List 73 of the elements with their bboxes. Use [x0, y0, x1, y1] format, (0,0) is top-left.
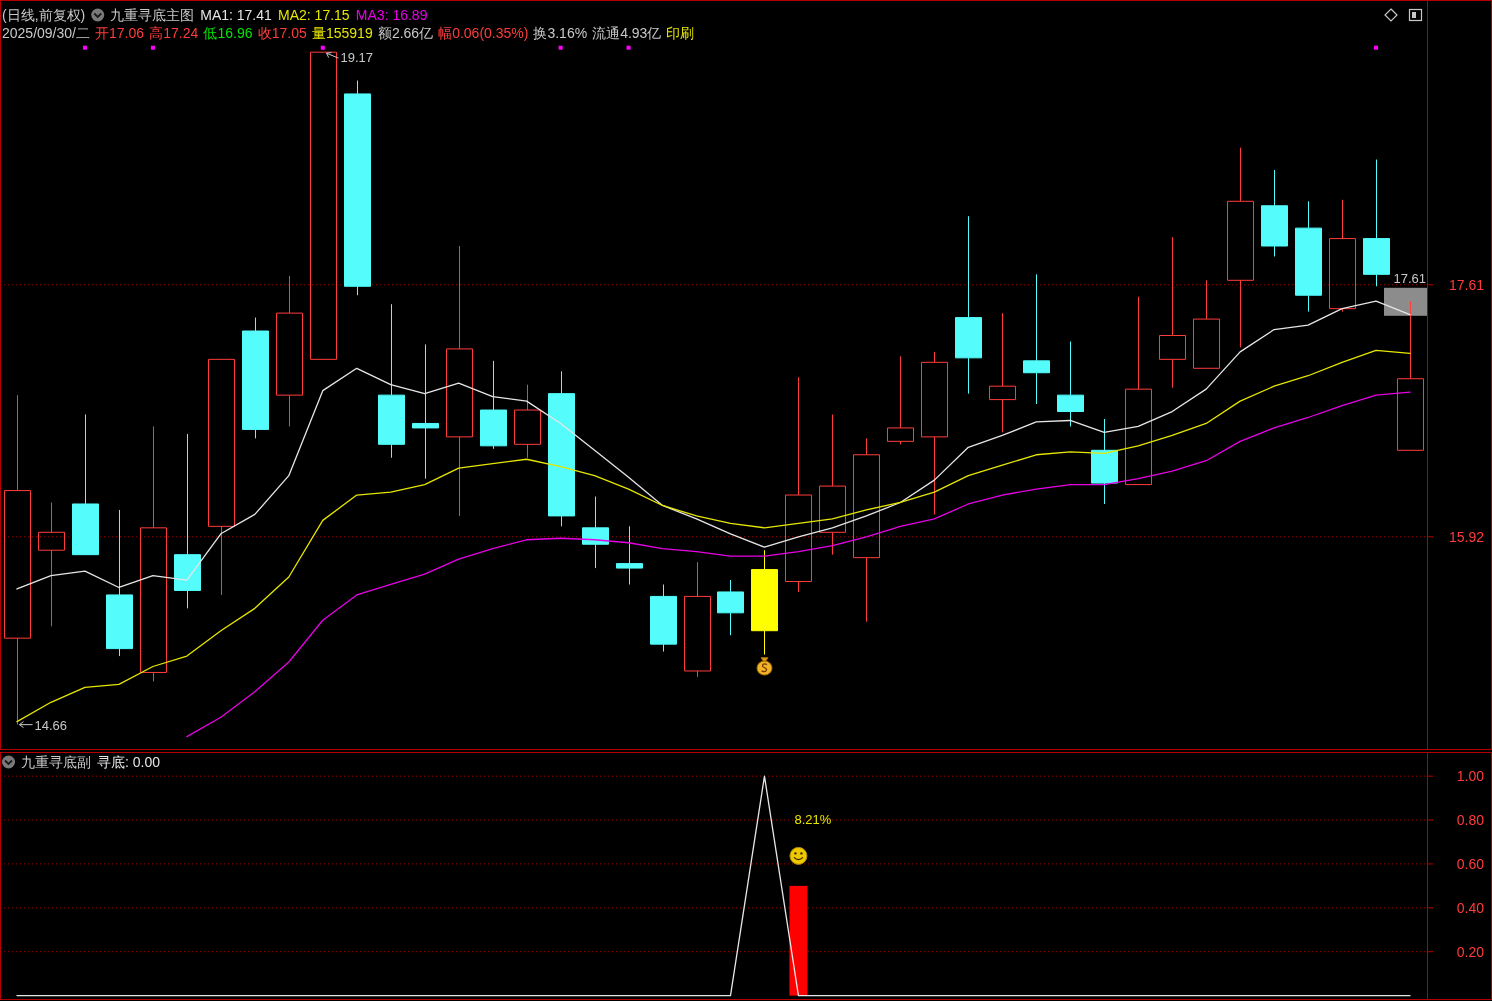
candlestick — [887, 355, 914, 445]
candlestick — [140, 425, 167, 682]
candlestick — [344, 80, 371, 296]
candlestick — [1295, 200, 1322, 313]
y-tick-label: 1.00 — [1456, 768, 1485, 785]
candlestick — [853, 437, 880, 623]
candlestick — [4, 394, 31, 726]
text: (日线,前复权) — [2, 7, 86, 23]
candlestick — [1397, 300, 1424, 451]
line-series — [186, 391, 1411, 738]
candlestick — [548, 370, 575, 527]
y-tick-label: 0.20 — [1456, 943, 1485, 960]
candlestick — [989, 312, 1016, 433]
candlestick — [616, 525, 643, 585]
y-tick-label: 17.61 — [1448, 276, 1485, 293]
annotation: 低16.96 — [203, 25, 253, 41]
annotation: 14.66 — [34, 717, 68, 733]
annotation: 额2.66亿 — [377, 25, 434, 41]
annotation: 收17.05 — [257, 25, 307, 41]
y-tick-label: 15.92 — [1448, 528, 1485, 545]
annotation: 换3.16% — [533, 25, 588, 41]
y-tick-label: 0.60 — [1456, 855, 1485, 872]
candlestick — [684, 561, 711, 678]
annotation: 开17.06 — [94, 25, 145, 41]
text: MA1: 17.41 — [200, 7, 273, 23]
candlestick — [38, 501, 65, 627]
line-series — [16, 300, 1411, 590]
annotation: 流通4.93亿 — [592, 25, 662, 41]
annotation: 高17.24 — [149, 25, 199, 41]
candlestick — [72, 414, 99, 556]
y-tick-label: 0.40 — [1456, 899, 1485, 916]
candlestick — [955, 215, 982, 395]
annotation: 2025/09/30/二 — [2, 25, 90, 41]
candlestick — [480, 360, 507, 450]
candlestick — [1023, 273, 1050, 405]
candlestick — [1227, 147, 1254, 348]
candlestick — [412, 343, 439, 480]
annotation: 印刷 — [666, 25, 695, 41]
candlestick — [582, 496, 609, 569]
candlestick — [1193, 279, 1220, 369]
candlestick — [514, 384, 541, 459]
candlestick — [242, 317, 269, 439]
candlestick — [650, 583, 677, 653]
candlestick — [785, 376, 812, 593]
candlestick — [276, 275, 303, 427]
candlestick — [1057, 340, 1084, 427]
candlestick — [717, 579, 744, 636]
legend-title: 九重寻底主图 — [110, 7, 195, 23]
candlestick — [1329, 199, 1356, 313]
candlestick — [1125, 296, 1152, 486]
candlestick — [1261, 169, 1288, 257]
annotation: 量155919 — [311, 25, 373, 41]
candlestick — [106, 509, 133, 657]
candlestick — [819, 414, 846, 556]
annotation: 19.17 — [340, 50, 374, 66]
annotation: 17.61 — [1393, 270, 1426, 286]
text: 寻底: 0.00 — [97, 754, 161, 770]
candlestick — [174, 433, 201, 609]
annotation: 幅0.06(0.35%) — [438, 25, 529, 41]
candlestick — [921, 351, 948, 515]
annotation: 8.21% — [794, 811, 832, 827]
candlestick — [378, 303, 405, 459]
candlestick — [446, 245, 473, 517]
text: MA2: 17.15 — [278, 7, 350, 23]
candlestick — [1091, 418, 1118, 505]
y-tick-label: 0.80 — [1456, 812, 1485, 829]
legend-title: 九重寻底副 — [21, 754, 91, 770]
candlestick — [1363, 159, 1390, 287]
candlestick — [208, 358, 235, 596]
candlestick — [310, 51, 337, 360]
text: MA3: 16.89 — [355, 7, 428, 23]
candlestick — [751, 549, 778, 656]
candlestick — [1159, 236, 1186, 389]
